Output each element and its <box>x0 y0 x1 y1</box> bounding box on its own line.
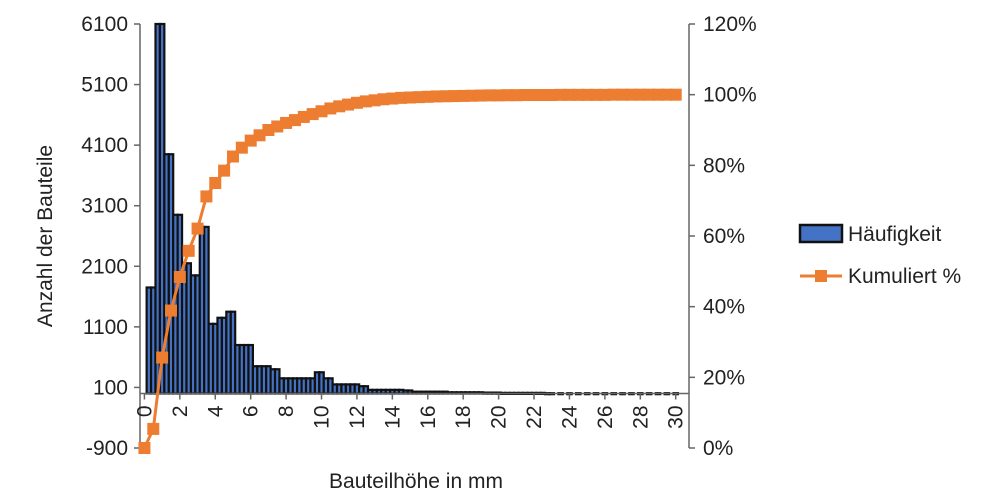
cumulative-marker <box>191 222 204 235</box>
y-tick-label: 3100 <box>81 195 128 218</box>
cumulative-marker <box>209 177 222 189</box>
x-tick-label: 26 <box>594 405 617 428</box>
x-tick-label: 8 <box>275 405 298 417</box>
y2-tick-label: 80% <box>703 154 745 177</box>
legend-bar-swatch <box>798 223 844 244</box>
y-tick-label: 5100 <box>81 74 128 97</box>
cumulative-marker <box>501 89 514 102</box>
cumulative-marker <box>164 304 177 317</box>
y-axis-title: Anzahl der Bauteile <box>34 145 57 327</box>
y2-tick-label: 20% <box>703 366 745 389</box>
y-tick-label: -900 <box>86 437 128 460</box>
x-tick-label: 24 <box>558 405 581 429</box>
y2-tick-label: 40% <box>703 296 745 319</box>
cumulative-marker <box>156 351 169 364</box>
cumulative-marker <box>669 88 682 101</box>
x-tick-label: 4 <box>204 405 227 417</box>
x-tick-label: 18 <box>452 405 475 428</box>
y-tick-label: 1100 <box>83 316 128 339</box>
x-tick-label: 22 <box>523 405 546 428</box>
bars-layer <box>145 22 680 396</box>
x-tick-label: 6 <box>240 405 263 417</box>
cumulative-marker <box>182 244 195 257</box>
legend-line-marker <box>815 270 827 282</box>
y-tick-label: 4100 <box>81 134 128 157</box>
y2-tick-label: 60% <box>703 225 745 248</box>
cumulative-marker <box>138 442 151 454</box>
x-axis-title: Bauteilhöhe in mm <box>329 470 503 493</box>
cumulative-marker <box>200 190 213 203</box>
x-tick-label: 12 <box>346 405 369 428</box>
tick-labels-layer: -9001001100210031004100510061000%20%40%6… <box>81 13 756 460</box>
x-tick-label: 0 <box>133 405 156 417</box>
x-tick-label: 14 <box>381 405 404 429</box>
y-tick-label: 2100 <box>81 255 128 278</box>
x-tick-label: 2 <box>169 405 192 417</box>
axes-layer <box>134 23 695 449</box>
x-tick-label: 10 <box>311 405 334 428</box>
cumulative-marker <box>173 270 186 283</box>
cumulative-line-layer <box>138 88 682 454</box>
x-tick-label: 20 <box>488 405 511 428</box>
legend: Häufigkeit Kumuliert % <box>798 223 961 288</box>
legend-line-label: Kumuliert % <box>848 265 961 288</box>
y2-tick-label: 120% <box>703 13 757 36</box>
x-tick-label: 30 <box>665 405 688 428</box>
cumulative-marker <box>253 129 266 142</box>
y2-tick-label: 0% <box>703 437 733 460</box>
legend-bar-label: Häufigkeit <box>848 223 942 246</box>
y-tick-label: 100 <box>93 376 128 399</box>
cumulative-marker <box>280 116 293 129</box>
x-tick-label: 28 <box>629 405 652 428</box>
cumulative-marker <box>510 89 523 102</box>
y2-tick-label: 100% <box>703 84 757 107</box>
x-tick-label: 16 <box>417 405 440 428</box>
cumulative-marker <box>147 422 160 435</box>
y-tick-label: 6100 <box>81 13 128 36</box>
cumulative-marker <box>218 164 231 177</box>
